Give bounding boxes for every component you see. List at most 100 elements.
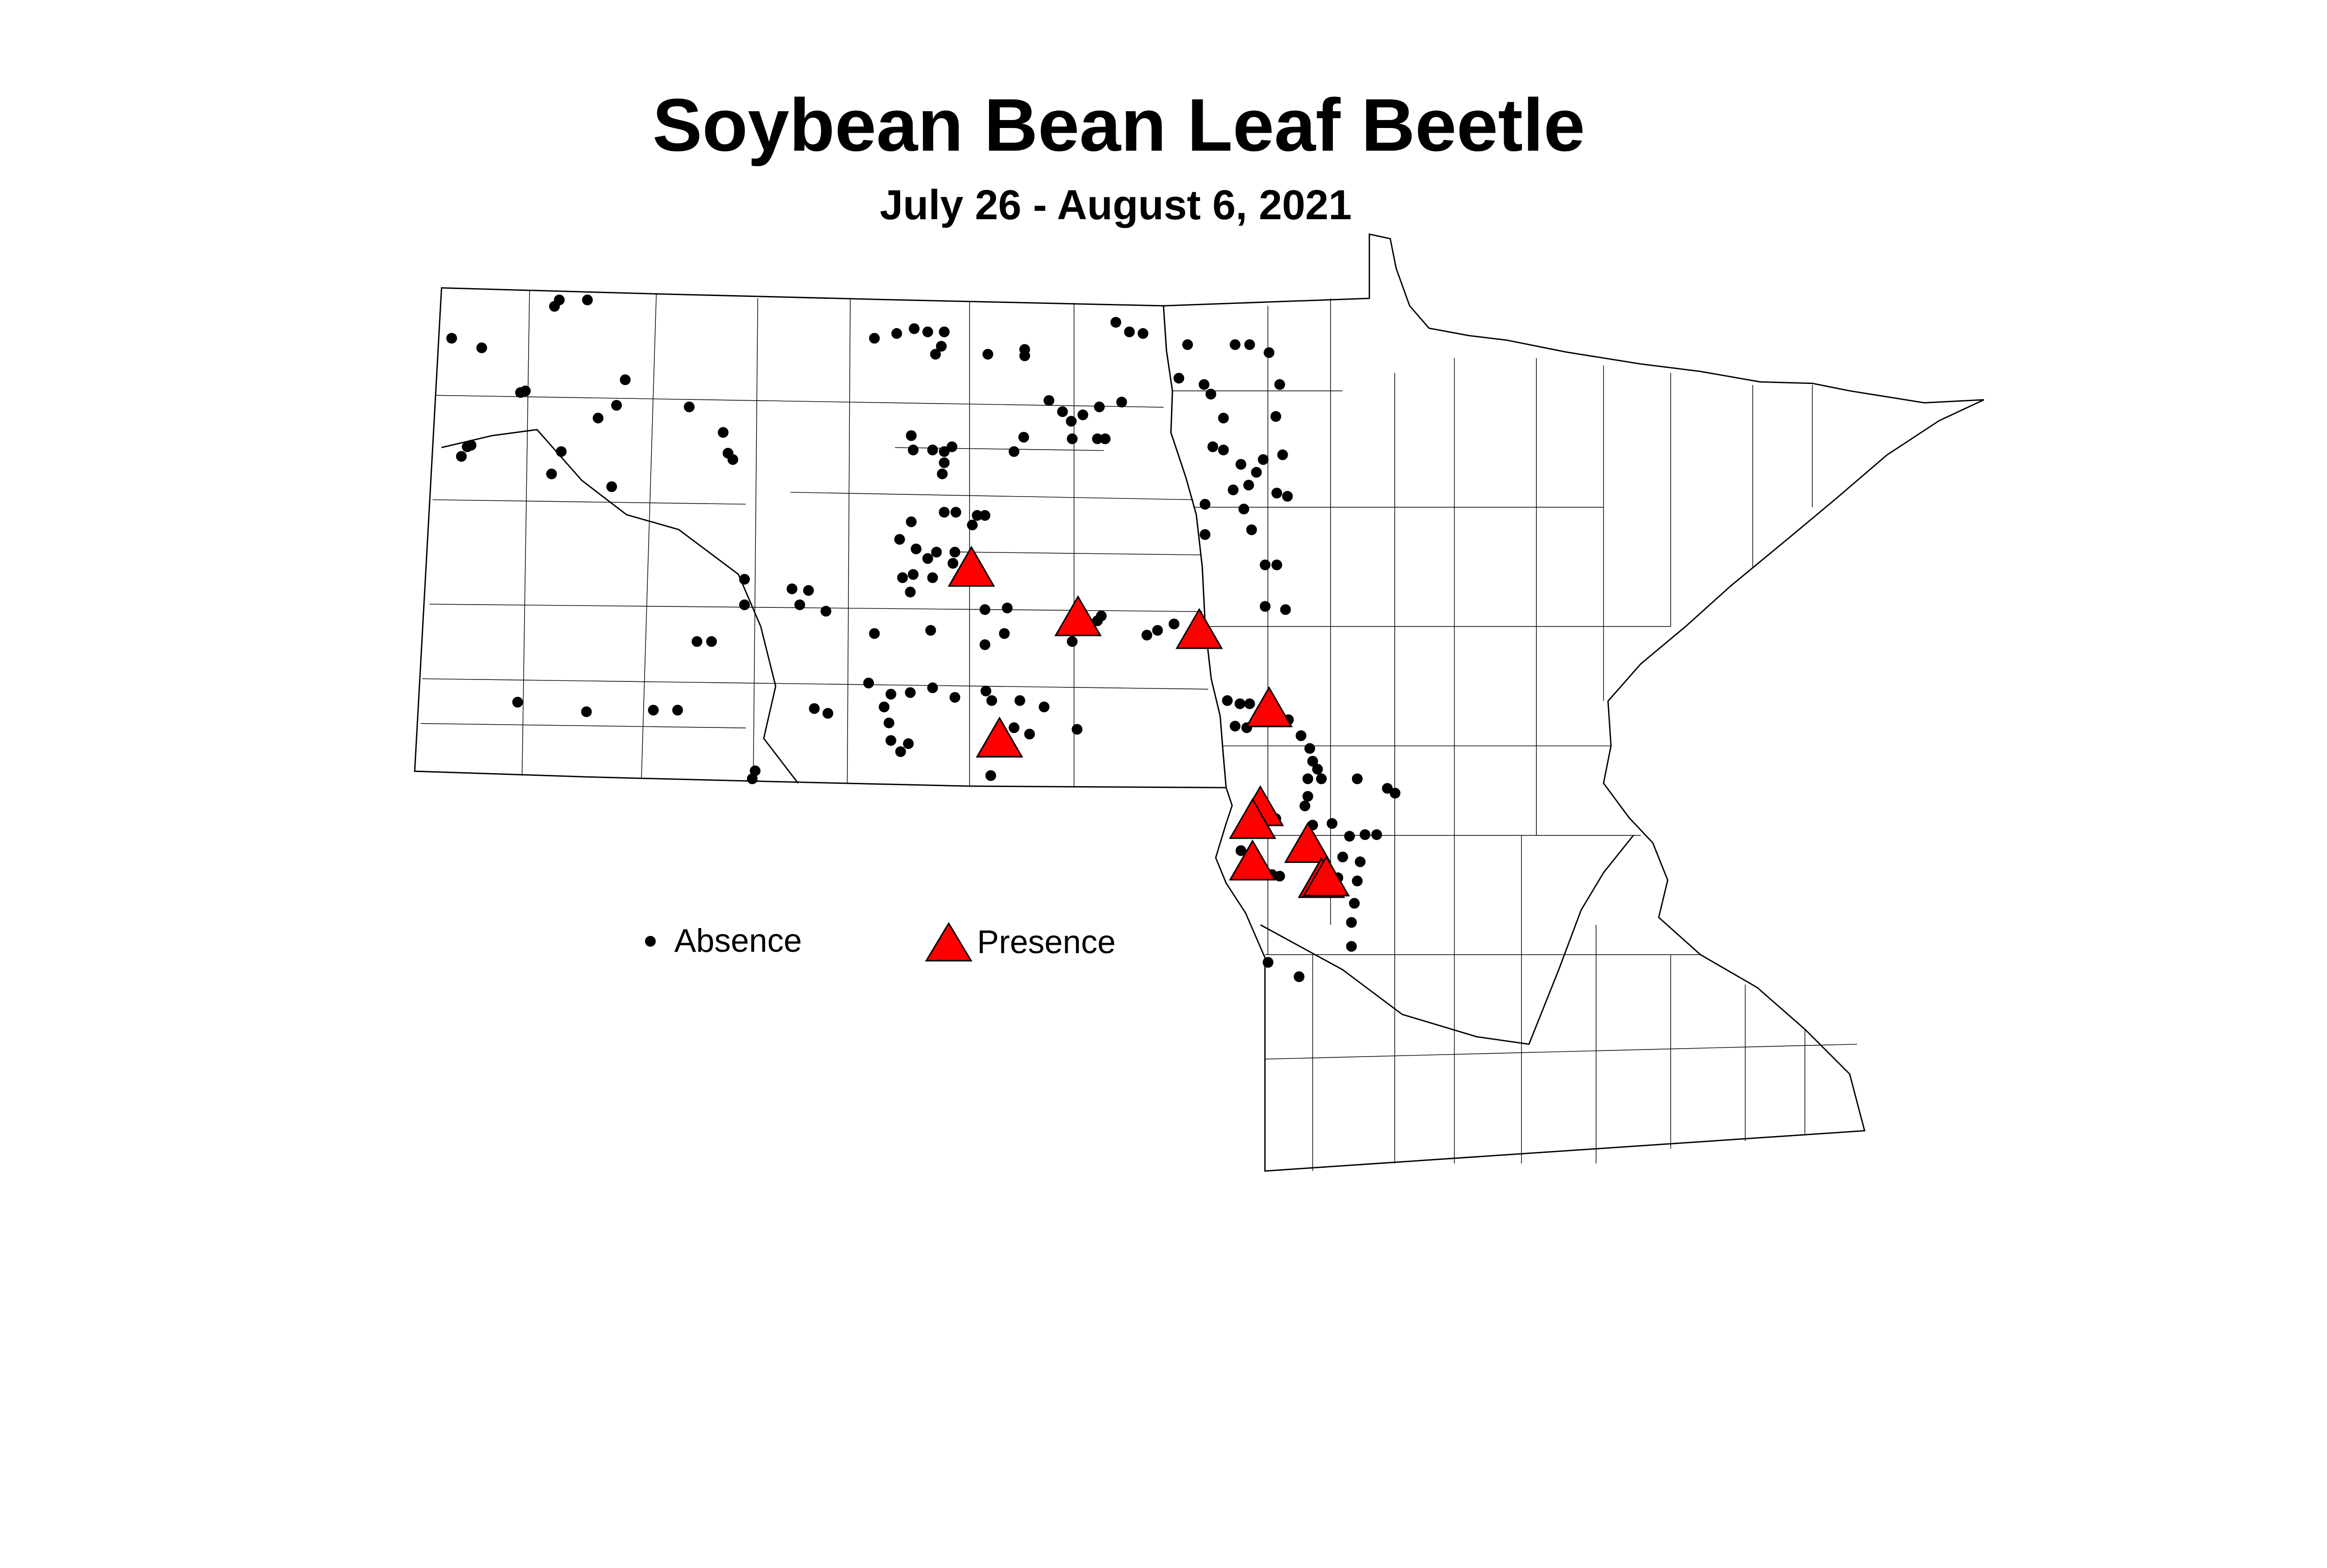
absence-marker (1094, 401, 1105, 412)
absence-marker (1244, 698, 1255, 709)
absence-marker (822, 708, 834, 719)
legend-absence-marker (645, 935, 656, 947)
legend-presence-label: Presence (977, 923, 1116, 960)
absence-marker (927, 572, 938, 583)
absence-marker (1326, 818, 1338, 829)
absence-marker (906, 516, 917, 527)
absence-marker (1282, 491, 1293, 502)
absence-marker (1024, 728, 1035, 740)
absence-marker (476, 342, 487, 353)
legend: Absence Presence (645, 922, 1116, 962)
absence-marker (1235, 845, 1246, 856)
absence-marker (1352, 773, 1363, 784)
absence-marker (895, 746, 906, 757)
absence-marker (1243, 479, 1254, 491)
absence-marker (863, 677, 874, 689)
presence-marker (975, 716, 1023, 758)
absence-marker (1277, 449, 1288, 460)
absence-marker (1304, 743, 1315, 754)
absence-marker (1228, 485, 1239, 496)
absence-marker (979, 604, 990, 615)
north-dakota-outline (414, 287, 1227, 788)
absence-marker (925, 625, 936, 636)
absence-marker (903, 738, 914, 749)
absence-marker (1302, 791, 1313, 802)
county-lines (420, 290, 1857, 1171)
absence-marker (592, 412, 604, 424)
absence-marker (980, 686, 991, 697)
absence-marker (581, 706, 592, 717)
absence-marker (465, 439, 477, 451)
absence-marker (794, 599, 805, 611)
absence-marker (869, 628, 880, 639)
absence-marker (456, 451, 467, 462)
absence-marker (936, 341, 947, 352)
absence-marker (1199, 498, 1211, 510)
absence-marker (1173, 372, 1184, 384)
absence-marker (1071, 724, 1083, 735)
absence-marker (582, 294, 593, 305)
absence-marker (1349, 898, 1360, 909)
absence-marker (747, 773, 758, 784)
absence-marker (1346, 941, 1357, 952)
absence-marker (512, 697, 523, 708)
absence-marker (1141, 630, 1152, 641)
absence-marker (1207, 441, 1218, 452)
absence-marker (1110, 316, 1122, 328)
absence-marker (883, 717, 894, 728)
absence-marker (1382, 783, 1393, 794)
absence-marker (1346, 917, 1357, 928)
absence-marker (1295, 730, 1307, 741)
absence-marker (1205, 389, 1217, 400)
absence-marker (1271, 487, 1282, 498)
absence-marker (803, 585, 814, 596)
absence-marker (648, 705, 659, 716)
absence-marker (520, 385, 531, 397)
absence-marker (937, 468, 948, 479)
presence-markers (948, 545, 1350, 898)
absence-marker (939, 446, 950, 457)
absence-marker (1019, 350, 1030, 362)
absence-marker (1169, 619, 1180, 630)
absence-marker (684, 401, 695, 412)
absence-marker (905, 586, 916, 598)
absence-marker (706, 636, 717, 647)
absence-marker (606, 481, 617, 492)
absence-marker (1307, 756, 1318, 767)
absence-marker (611, 400, 622, 411)
absence-marker (949, 692, 961, 703)
absence-marker (931, 546, 942, 558)
absence-marker (1137, 328, 1149, 339)
absence-marker (949, 546, 961, 558)
absence-marker (939, 326, 950, 337)
absence-marker (1038, 701, 1049, 713)
absence-marker (1067, 636, 1078, 647)
absence-marker (619, 374, 631, 385)
absence-marker (1092, 433, 1103, 444)
absence-marker (999, 628, 1010, 639)
absence-marker (1299, 801, 1311, 812)
absence-marker (972, 510, 983, 521)
map-figure: Soybean Bean Leaf Beetle July 26 - Augus… (414, 83, 1984, 1172)
absence-marker (1009, 722, 1020, 734)
absence-marker (1218, 444, 1229, 456)
absence-marker (1316, 773, 1327, 784)
absence-marker (1234, 698, 1245, 709)
absence-marker (869, 333, 880, 344)
absence-marker (1274, 870, 1285, 882)
absence-marker (1043, 395, 1055, 406)
absence-marker (446, 333, 457, 344)
absence-marker (556, 446, 567, 457)
absence-marker (879, 701, 890, 713)
absence-marker (908, 569, 919, 580)
absence-marker (922, 326, 933, 337)
absence-marker (982, 349, 994, 360)
absence-marker (1344, 831, 1355, 842)
absence-marker (922, 553, 933, 564)
presence-marker (1054, 595, 1102, 636)
absence-marker (821, 606, 832, 617)
absence-marker (727, 454, 739, 465)
absence-marker (1199, 529, 1211, 540)
absence-marker (1258, 454, 1269, 465)
absence-marker (1390, 787, 1401, 799)
